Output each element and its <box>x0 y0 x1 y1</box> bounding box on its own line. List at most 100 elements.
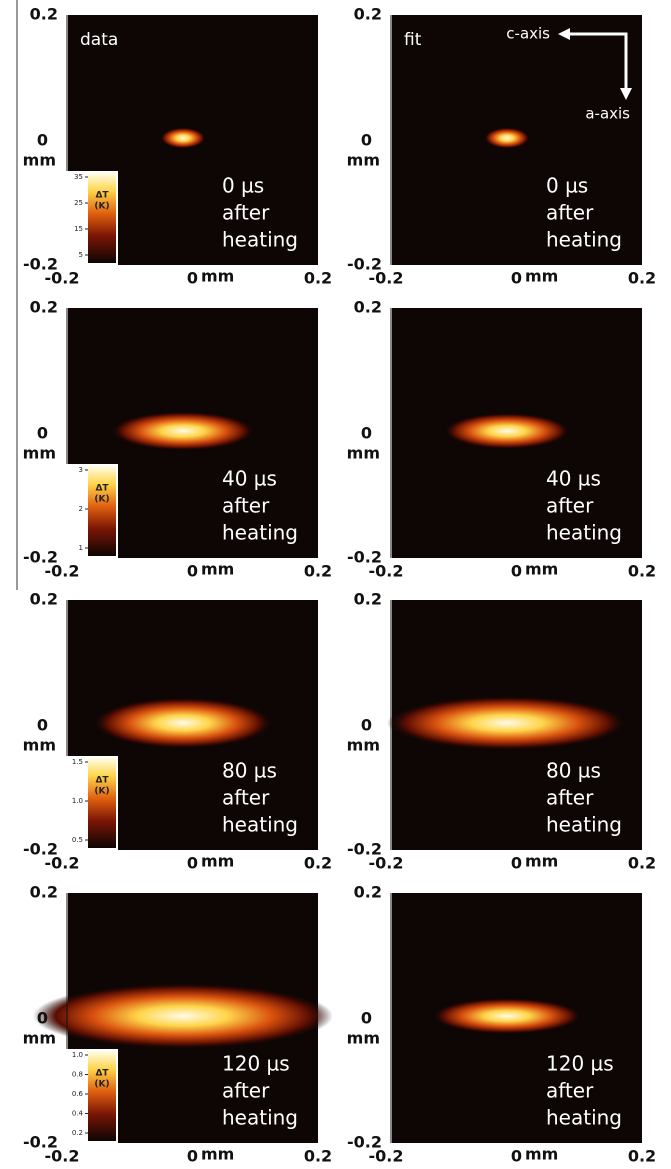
x-tick-label: -0.2 <box>45 562 80 581</box>
x-tick-label: 0 <box>187 1147 198 1166</box>
caption: heating <box>546 228 622 252</box>
y-tick-label: 0.2 <box>354 590 382 609</box>
y-axis-label: mm <box>347 151 380 170</box>
x-tick-label: -0.2 <box>45 1147 80 1166</box>
x-tick-label: -0.2 <box>369 1147 404 1166</box>
caption: after <box>222 1079 270 1103</box>
caption: 120 µs <box>222 1052 290 1076</box>
caption: heating <box>222 813 298 837</box>
y-axis-label: mm <box>347 736 380 755</box>
x-tick-label: 0 <box>187 854 198 873</box>
colorbar-tick-label: 0.4 <box>72 1110 84 1118</box>
x-axis-label: mm <box>201 1145 234 1164</box>
colorbar <box>88 758 116 848</box>
x-axis-label: mm <box>525 267 558 286</box>
panel-label: data <box>80 30 118 50</box>
x-tick-label: -0.2 <box>369 854 404 873</box>
colorbar-unit: (K) <box>94 787 109 797</box>
x-tick-label: -0.2 <box>45 854 80 873</box>
y-axis-label: mm <box>23 444 56 463</box>
y-axis-label: mm <box>347 444 380 463</box>
caption: 0 µs <box>546 174 588 198</box>
y-tick-label: 0.2 <box>30 298 58 317</box>
caption: heating <box>222 1106 298 1130</box>
y-tick-label: 0.2 <box>30 883 58 902</box>
x-tick-label: 0.2 <box>628 562 656 581</box>
colorbar-label: ΔT <box>95 1069 109 1079</box>
colorbar-tick-label: 0.2 <box>72 1129 83 1137</box>
caption: heating <box>546 813 622 837</box>
colorbar <box>88 466 116 556</box>
x-tick-label: -0.2 <box>45 269 80 288</box>
x-tick-label: 0 <box>511 1147 522 1166</box>
y-tick-label: -0.2 <box>347 1133 382 1152</box>
y-tick-label: 0.2 <box>354 298 382 317</box>
y-tick-label: 0 <box>37 716 48 735</box>
caption: after <box>222 494 270 518</box>
colorbar-unit: (K) <box>94 495 109 505</box>
y-tick-label: 0 <box>361 131 372 150</box>
heat-spot <box>432 998 582 1034</box>
caption: 40 µs <box>222 467 277 491</box>
colorbar-tick-label: 1.0 <box>72 797 83 805</box>
caption: after <box>222 201 270 225</box>
caption: 0 µs <box>222 174 264 198</box>
axis-arrow-label: c-axis <box>506 25 550 43</box>
y-tick-label: -0.2 <box>23 255 58 274</box>
y-tick-label: 0.2 <box>354 5 382 24</box>
caption: after <box>546 786 594 810</box>
y-axis-label: mm <box>23 736 56 755</box>
caption: 80 µs <box>222 759 277 783</box>
y-tick-label: -0.2 <box>23 1133 58 1152</box>
colorbar-unit: (K) <box>94 202 109 212</box>
colorbar-tick-label: 15 <box>74 225 83 233</box>
x-axis-label: mm <box>201 852 234 871</box>
x-tick-label: 0.2 <box>304 269 332 288</box>
colorbar <box>88 1051 116 1141</box>
y-axis-label: mm <box>23 151 56 170</box>
y-tick-label: 0 <box>361 1009 372 1028</box>
x-tick-label: 0.2 <box>628 854 656 873</box>
y-axis-label: mm <box>347 1029 380 1048</box>
caption: after <box>222 786 270 810</box>
caption: 40 µs <box>546 467 601 491</box>
y-tick-label: -0.2 <box>347 548 382 567</box>
x-axis-label: mm <box>525 1145 558 1164</box>
arrow-head <box>558 28 570 40</box>
arrow-head <box>620 88 632 100</box>
caption: heating <box>546 521 622 545</box>
x-tick-label: 0 <box>187 269 198 288</box>
colorbar <box>88 173 116 263</box>
colorbar-tick-label: 35 <box>74 173 83 181</box>
caption: after <box>546 494 594 518</box>
colorbar-label: ΔT <box>95 484 109 494</box>
colorbar-tick-label: 1.0 <box>72 1051 83 1059</box>
y-tick-label: -0.2 <box>347 840 382 859</box>
caption: heating <box>546 1106 622 1130</box>
x-axis-label: mm <box>201 267 234 286</box>
axis-arrow-label: a-axis <box>585 105 630 123</box>
y-tick-label: -0.2 <box>23 548 58 567</box>
caption: 80 µs <box>546 759 601 783</box>
x-tick-label: 0.2 <box>304 1147 332 1166</box>
colorbar-label: ΔT <box>95 191 109 201</box>
y-tick-label: 0.2 <box>30 590 58 609</box>
colorbar-tick-label: 0.5 <box>72 836 83 844</box>
x-tick-label: 0 <box>511 562 522 581</box>
x-tick-label: 0 <box>187 562 198 581</box>
colorbar-tick-label: 3 <box>79 466 83 474</box>
colorbar-label: ΔT <box>95 776 109 786</box>
y-tick-label: -0.2 <box>23 840 58 859</box>
y-tick-label: 0.2 <box>354 883 382 902</box>
x-tick-label: -0.2 <box>369 562 404 581</box>
heat-spot <box>444 413 570 449</box>
colorbar-tick-label: 1.5 <box>72 758 83 766</box>
x-tick-label: 0.2 <box>628 1147 656 1166</box>
axis-arrow <box>568 32 628 92</box>
y-tick-label: 0 <box>37 1009 48 1028</box>
heat-spot <box>387 696 627 750</box>
x-tick-label: 0 <box>511 854 522 873</box>
x-tick-label: 0.2 <box>304 854 332 873</box>
y-tick-label: 0 <box>37 131 48 150</box>
